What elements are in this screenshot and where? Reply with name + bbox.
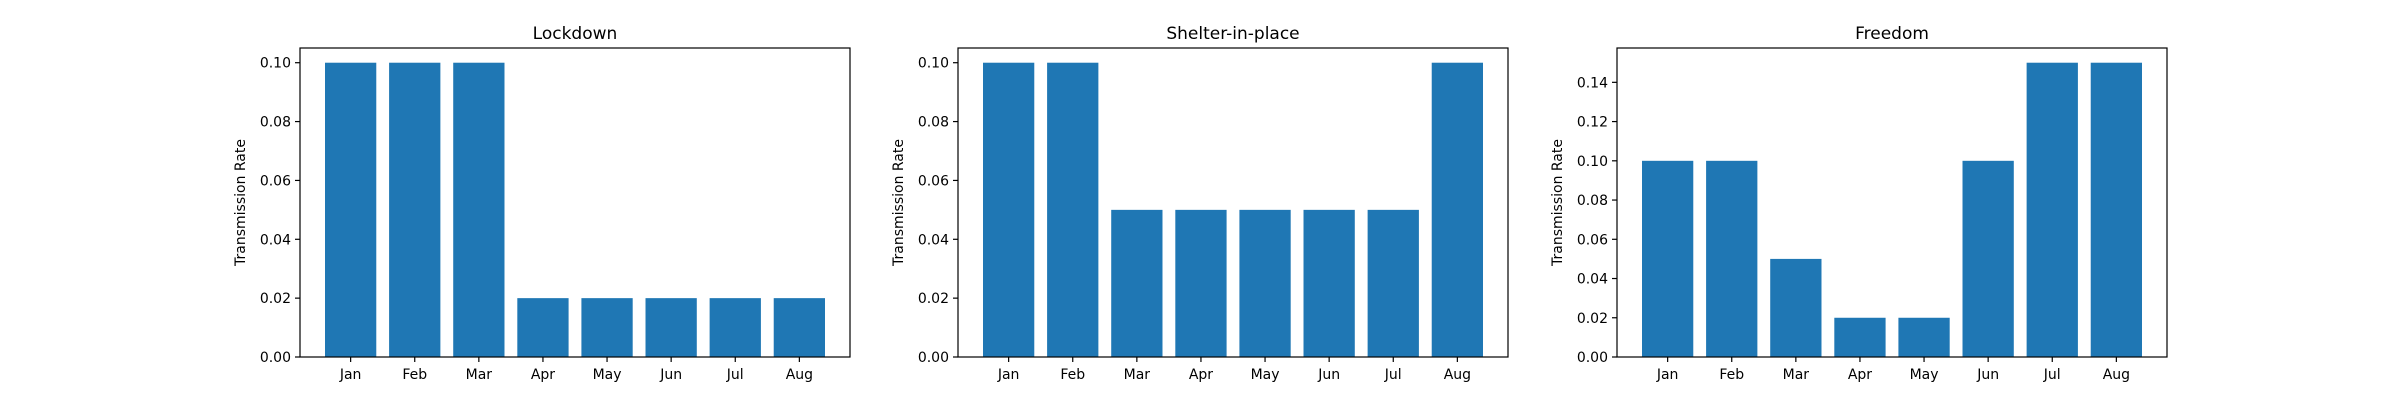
y-tick-label: 0.04 — [1577, 272, 1608, 288]
x-tick-label: Mar — [1124, 367, 1151, 383]
plot-frame — [299, 47, 851, 358]
y-tick-label: 0.00 — [1577, 350, 1608, 366]
y-tick-label: 0.14 — [1577, 75, 1608, 91]
bar-jan — [983, 62, 1035, 358]
y-tick-label: 0.10 — [260, 56, 291, 72]
y-tick-label: 0.06 — [918, 173, 949, 189]
bar-jan — [1642, 160, 1694, 357]
chart-panel-1: 0.00 0.02 0.04 0.06 0.08 0.10 Jan Feb Mar Apr May J… — [233, 24, 851, 383]
bar-jun — [645, 298, 697, 357]
bar-jun — [1303, 209, 1355, 357]
x-tick-label: Aug — [786, 367, 813, 383]
x-tick-label: Feb — [1060, 367, 1085, 383]
y-axis-label: Transmission Rate — [891, 139, 907, 267]
x-tick-label: Jan — [1656, 367, 1679, 383]
y-tick-label: 0.02 — [1577, 311, 1608, 327]
x-tick-label: Jun — [659, 367, 682, 383]
bar-jul — [709, 298, 761, 357]
plot-frame — [957, 47, 1509, 358]
bar-feb — [1047, 62, 1099, 358]
y-tick-label: 0.08 — [1577, 193, 1608, 209]
y-tick-label: 0.02 — [918, 291, 949, 307]
y-tick-label: 0.08 — [260, 115, 291, 131]
chart-title: Freedom — [1855, 24, 1929, 44]
x-tick-label: Mar — [466, 367, 493, 383]
x-tick-label: May — [1910, 367, 1939, 383]
bar-apr — [1175, 209, 1227, 357]
bar-feb — [1706, 160, 1758, 357]
plot-frame — [1616, 47, 2168, 358]
bar-jan — [325, 62, 377, 358]
x-tick-label: Jun — [1317, 367, 1340, 383]
bar-feb — [389, 62, 441, 358]
x-tick-label: Jul — [726, 367, 744, 383]
x-tick-label: Jul — [2043, 367, 2061, 383]
y-axis-label: Transmission Rate — [1550, 139, 1566, 267]
bar-aug — [1431, 62, 1483, 358]
y-axis-label: Transmission Rate — [233, 139, 249, 267]
bar-apr — [1834, 317, 1886, 357]
x-tick-label: Jan — [339, 367, 362, 383]
y-tick-label: 0.06 — [260, 173, 291, 189]
x-tick-label: Apr — [531, 367, 555, 383]
x-tick-label: May — [1251, 367, 1280, 383]
bar-may — [581, 298, 633, 357]
bar-mar — [453, 62, 505, 358]
chart-panel-2: 0.00 0.02 0.04 0.06 0.08 0.10 Jan Feb Mar Apr May J… — [891, 24, 1509, 383]
x-tick-label: Jan — [997, 367, 1020, 383]
y-tick-label: 0.10 — [1577, 154, 1608, 170]
bar-may — [1239, 209, 1291, 357]
x-tick-label: Aug — [1444, 367, 1471, 383]
bar-may — [1898, 317, 1950, 357]
bar-jul — [1367, 209, 1419, 357]
chart-title: Lockdown — [533, 24, 618, 44]
y-tick-label: 0.08 — [918, 115, 949, 131]
x-tick-label: Feb — [1719, 367, 1744, 383]
y-tick-label: 0.04 — [260, 232, 291, 248]
y-tick-label: 0.04 — [918, 232, 949, 248]
chart-panel-3: 0.00 0.02 0.04 0.06 0.08 0.10 0.12 0.14 Jan Feb Ma… — [1550, 24, 2168, 383]
x-tick-label: Jul — [1384, 367, 1402, 383]
x-tick-label: Aug — [2103, 367, 2130, 383]
bar-mar — [1770, 258, 1822, 357]
x-tick-label: Jun — [1976, 367, 1999, 383]
y-tick-label: 0.06 — [1577, 232, 1608, 248]
bar-apr — [517, 298, 569, 357]
y-tick-label: 0.00 — [918, 350, 949, 366]
x-tick-label: Apr — [1848, 367, 1872, 383]
y-tick-label: 0.12 — [1577, 115, 1608, 131]
x-tick-label: Apr — [1189, 367, 1213, 383]
chart-title: Shelter-in-place — [1166, 24, 1299, 44]
x-tick-label: Mar — [1783, 367, 1810, 383]
x-tick-label: May — [593, 367, 622, 383]
y-tick-label: 0.00 — [260, 350, 291, 366]
x-tick-label: Feb — [402, 367, 427, 383]
bar-aug — [2090, 62, 2142, 358]
bar-jul — [2026, 62, 2078, 358]
y-tick-label: 0.02 — [260, 291, 291, 307]
y-tick-label: 0.10 — [918, 56, 949, 72]
bar-jun — [1962, 160, 2014, 357]
bar-aug — [773, 298, 825, 357]
bar-mar — [1111, 209, 1163, 357]
